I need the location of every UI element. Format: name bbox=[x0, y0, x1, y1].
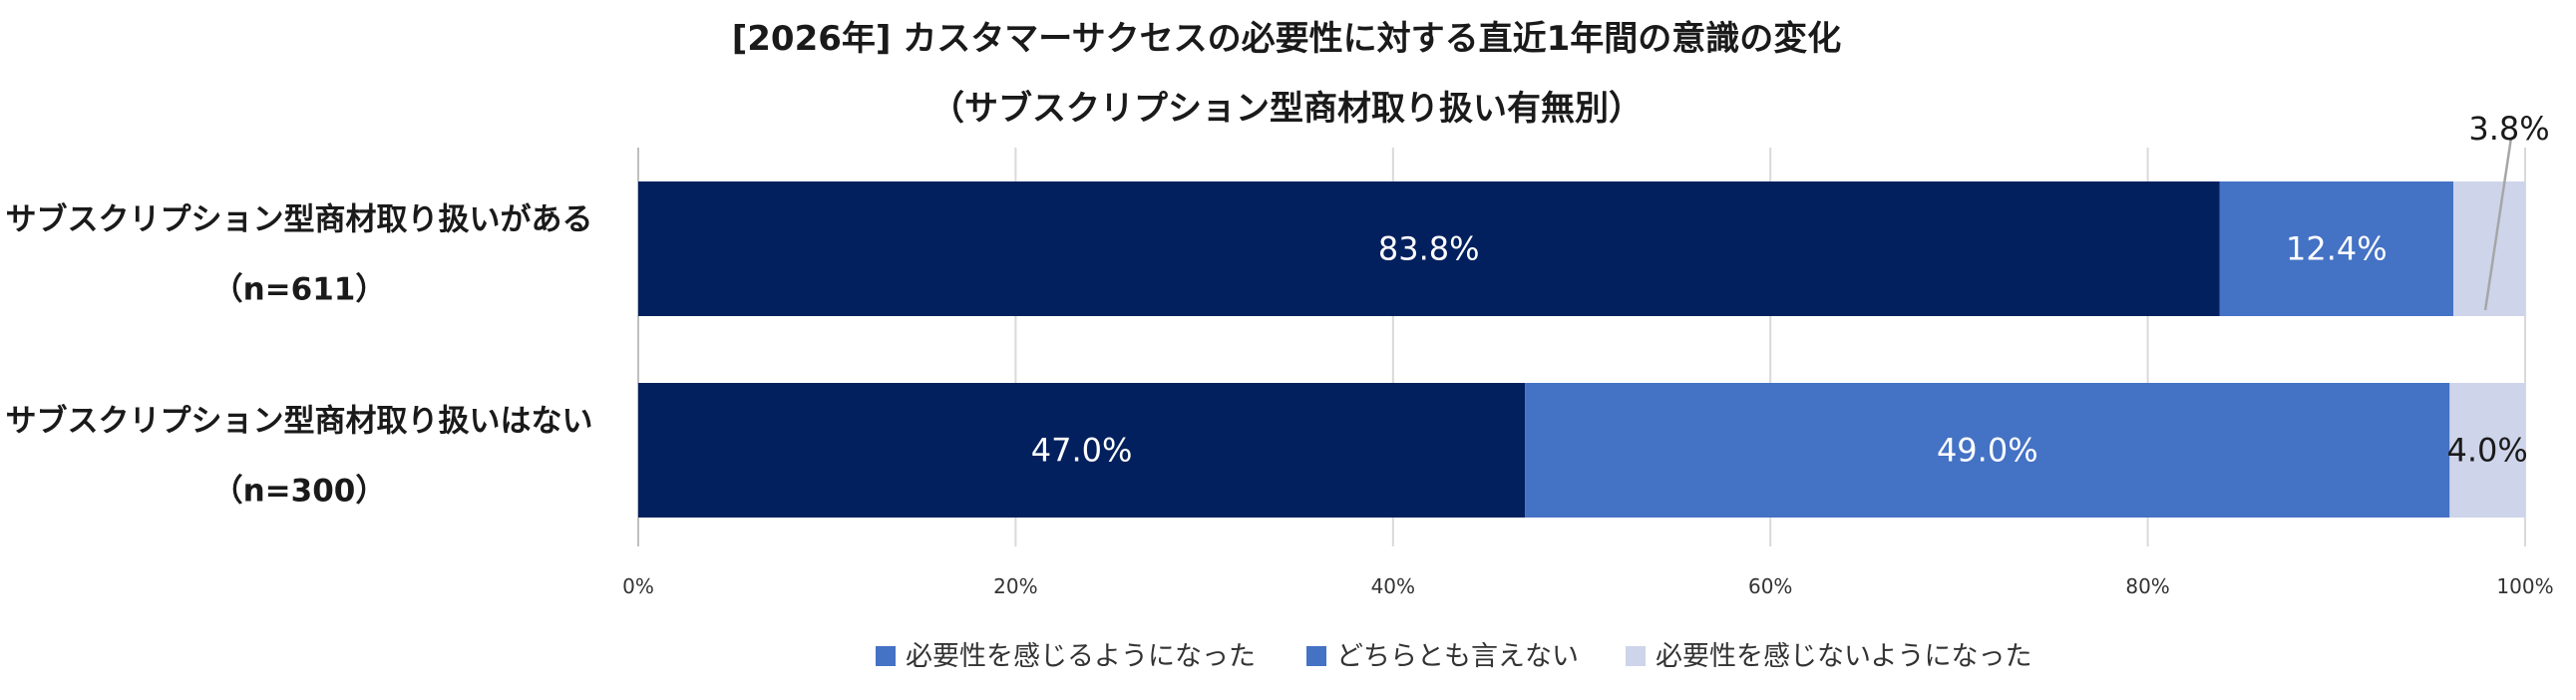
legend-label: 必要性を感じないようになった bbox=[1656, 641, 2031, 672]
data-label: 3.8% bbox=[2468, 110, 2549, 148]
category-n-label: （n=300） bbox=[212, 474, 387, 510]
bar-segment bbox=[2453, 181, 2525, 316]
data-label: 49.0% bbox=[1937, 432, 2038, 470]
x-tick-label: 0% bbox=[622, 574, 654, 598]
data-label: 4.0% bbox=[2447, 432, 2528, 470]
x-tick-label: 40% bbox=[1371, 574, 1415, 598]
x-tick-label: 80% bbox=[2125, 574, 2169, 598]
legend-label: 必要性を感じるようになった bbox=[906, 641, 1256, 672]
legend-label: どちらとも言えない bbox=[1336, 641, 1579, 672]
x-tick-label: 60% bbox=[1748, 574, 1792, 598]
legend-swatch bbox=[1306, 646, 1326, 666]
bar-segment bbox=[1525, 383, 2450, 518]
bar-segment bbox=[638, 181, 2220, 316]
legend-swatch bbox=[876, 646, 896, 666]
chart-title: [2026年] カスタマーサクセスの必要性に対する直近1年間の意識の変化 bbox=[732, 19, 1842, 59]
category-n-label: （n=611） bbox=[212, 272, 387, 308]
bar-segment bbox=[2449, 383, 2525, 518]
legend: 必要性を感じるようになった どちらとも言えない 必要性を感じないようになった bbox=[876, 641, 2031, 672]
category-labels: サブスクリプション型商材取り扱いがある （n=611） サブスクリプション型商材取り… bbox=[6, 202, 593, 510]
bar-segment bbox=[638, 383, 1526, 518]
bars: 83.8% 12.4% 3.8% 47.0% 49.0% 4.0% bbox=[638, 110, 2550, 518]
data-label: 83.8% bbox=[1378, 230, 1480, 268]
bar-segment bbox=[2219, 181, 2454, 316]
x-tick-label: 20% bbox=[993, 574, 1037, 598]
leader-line bbox=[2483, 137, 2513, 311]
category-label: サブスクリプション型商材取り扱いがある bbox=[6, 202, 593, 238]
legend-swatch bbox=[1626, 646, 1646, 666]
data-label: 12.4% bbox=[2286, 230, 2388, 268]
category-label: サブスクリプション型商材取り扱いはない bbox=[6, 404, 593, 440]
x-axis-ticks: 0% 20% 40% 60% 80% 100% bbox=[622, 574, 2553, 598]
chart-subtitle: （サブスクリプション型商材取り扱い有無別） bbox=[930, 89, 1643, 129]
data-label: 47.0% bbox=[1031, 432, 1133, 470]
x-tick-label: 100% bbox=[2496, 574, 2553, 598]
